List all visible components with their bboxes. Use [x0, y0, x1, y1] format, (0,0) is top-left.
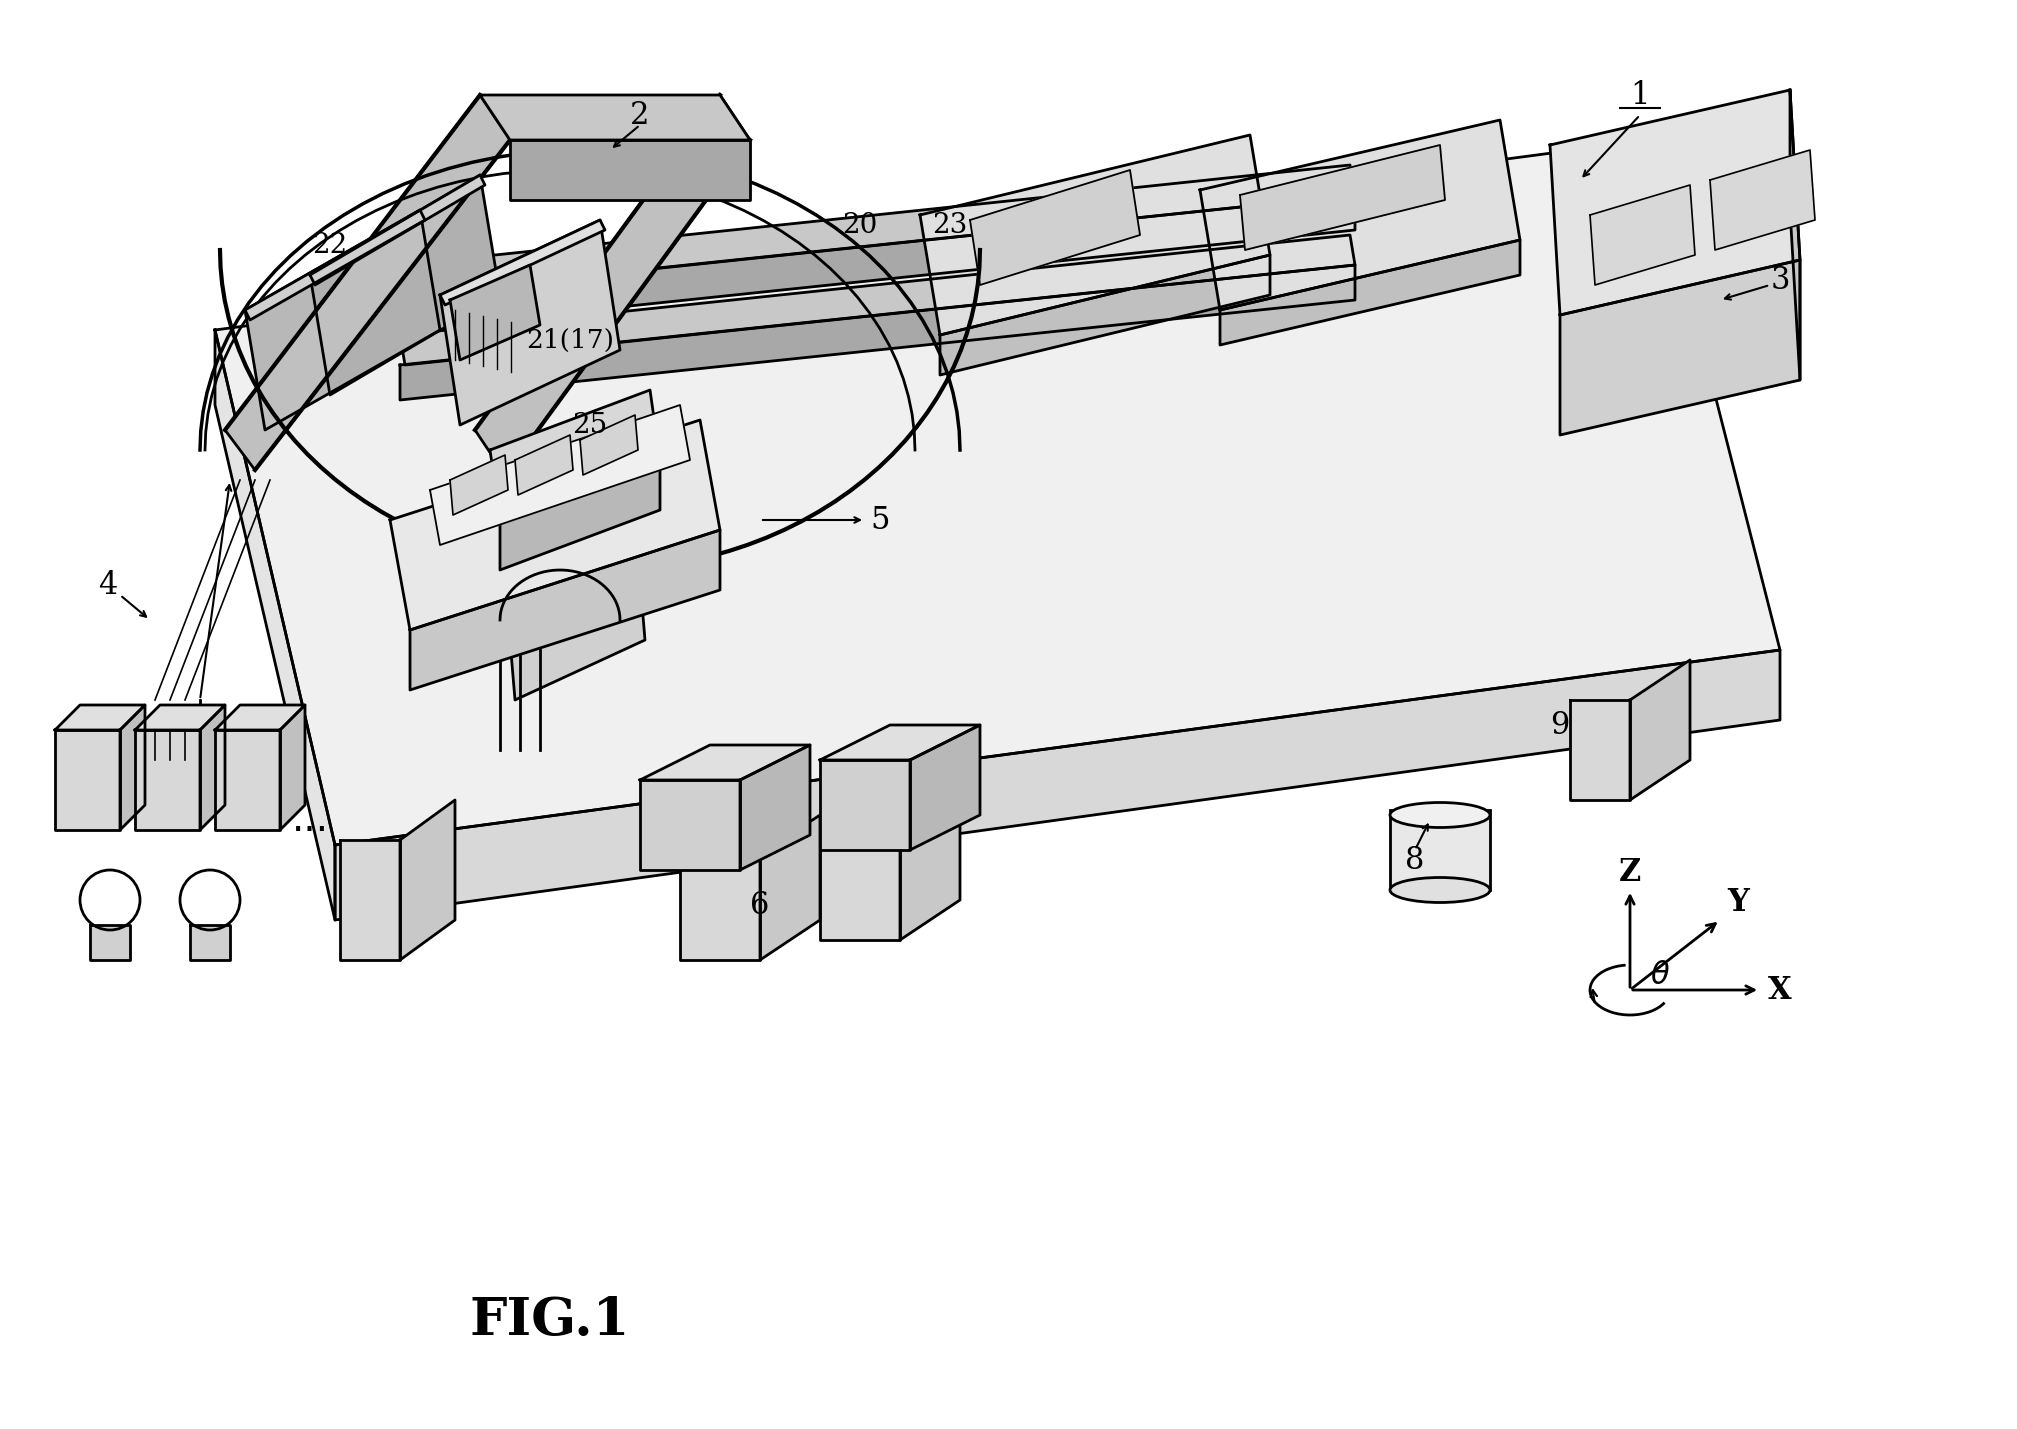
Polygon shape — [409, 530, 720, 690]
Polygon shape — [190, 925, 230, 960]
Text: 9: 9 — [1551, 710, 1569, 740]
Text: 22: 22 — [313, 231, 347, 259]
Polygon shape — [335, 650, 1779, 920]
Polygon shape — [760, 815, 821, 960]
Text: 5: 5 — [869, 504, 889, 536]
Polygon shape — [1589, 184, 1694, 284]
Polygon shape — [450, 454, 508, 514]
Polygon shape — [311, 174, 500, 394]
Text: 23: 23 — [932, 211, 968, 239]
Polygon shape — [740, 745, 811, 870]
Polygon shape — [1200, 120, 1521, 310]
Polygon shape — [399, 234, 1355, 364]
Polygon shape — [311, 174, 484, 284]
Polygon shape — [1559, 260, 1799, 434]
Text: 21(17): 21(17) — [526, 327, 613, 353]
Polygon shape — [970, 170, 1140, 284]
Polygon shape — [490, 390, 660, 520]
Text: X: X — [1769, 975, 1791, 1006]
Polygon shape — [821, 835, 900, 940]
Polygon shape — [440, 220, 619, 424]
Text: 2: 2 — [629, 100, 649, 130]
Polygon shape — [900, 795, 960, 940]
Polygon shape — [440, 220, 605, 304]
Polygon shape — [1549, 90, 1799, 314]
Polygon shape — [216, 704, 305, 730]
Polygon shape — [244, 210, 426, 320]
Polygon shape — [1630, 660, 1690, 800]
Polygon shape — [510, 140, 750, 200]
Polygon shape — [480, 94, 750, 140]
Text: FIG.1: FIG.1 — [470, 1295, 629, 1346]
Polygon shape — [216, 330, 335, 920]
Polygon shape — [91, 925, 129, 960]
Text: 4: 4 — [99, 570, 117, 600]
Text: $\theta$: $\theta$ — [1650, 959, 1670, 990]
Polygon shape — [1710, 150, 1815, 250]
Polygon shape — [54, 730, 119, 830]
Text: Z: Z — [1620, 856, 1642, 887]
Polygon shape — [200, 704, 226, 830]
Polygon shape — [341, 840, 399, 960]
Polygon shape — [244, 210, 440, 430]
Polygon shape — [680, 855, 760, 960]
Polygon shape — [500, 460, 660, 570]
Polygon shape — [510, 580, 645, 700]
Polygon shape — [399, 164, 1355, 294]
Text: 8: 8 — [1406, 845, 1424, 876]
Text: ...: ... — [290, 802, 329, 839]
Text: 1: 1 — [1630, 80, 1650, 110]
Polygon shape — [119, 704, 145, 830]
Polygon shape — [399, 800, 456, 960]
Polygon shape — [216, 730, 280, 830]
Text: 20: 20 — [843, 211, 877, 239]
Polygon shape — [940, 254, 1271, 374]
Polygon shape — [216, 140, 1779, 845]
Polygon shape — [135, 704, 226, 730]
Polygon shape — [1789, 90, 1799, 380]
Polygon shape — [450, 264, 541, 360]
Polygon shape — [639, 780, 740, 870]
Text: 6: 6 — [750, 889, 770, 920]
Polygon shape — [430, 404, 690, 544]
Ellipse shape — [1390, 803, 1491, 827]
Polygon shape — [821, 760, 910, 850]
Polygon shape — [581, 414, 637, 474]
Bar — [1390, 810, 1491, 890]
Polygon shape — [920, 134, 1271, 334]
Polygon shape — [514, 434, 573, 494]
Polygon shape — [399, 194, 1355, 330]
Polygon shape — [1569, 700, 1630, 800]
Text: Y: Y — [1727, 886, 1749, 917]
Text: 25: 25 — [573, 412, 607, 439]
Text: 3: 3 — [1771, 264, 1789, 296]
Polygon shape — [1240, 144, 1444, 250]
Ellipse shape — [1390, 877, 1491, 903]
Polygon shape — [399, 264, 1355, 400]
Polygon shape — [639, 745, 811, 780]
Polygon shape — [474, 94, 750, 474]
Polygon shape — [389, 420, 720, 630]
Polygon shape — [910, 725, 980, 850]
Polygon shape — [280, 704, 305, 830]
Polygon shape — [821, 725, 980, 760]
Polygon shape — [1220, 240, 1521, 344]
Polygon shape — [226, 94, 510, 470]
Polygon shape — [54, 704, 145, 730]
Polygon shape — [135, 730, 200, 830]
